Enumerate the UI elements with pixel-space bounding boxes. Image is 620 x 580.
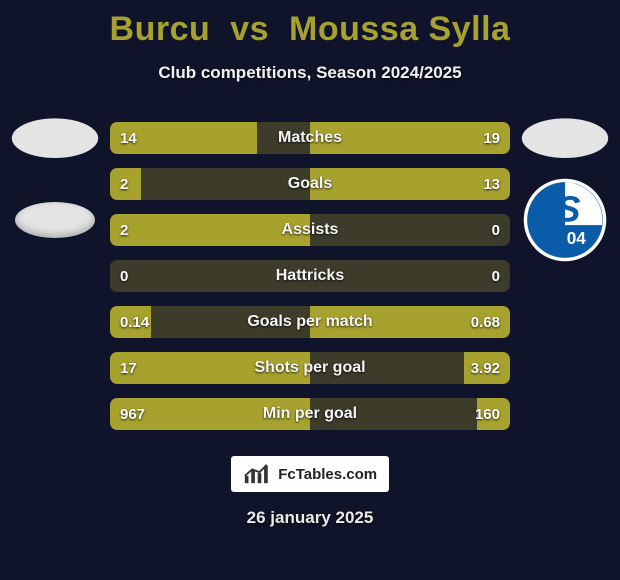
svg-text:04: 04	[567, 228, 587, 248]
stat-label: Assists	[110, 214, 510, 246]
person-icon	[520, 95, 610, 185]
stat-label: Matches	[110, 122, 510, 154]
stat-row: 1419Matches	[110, 122, 510, 154]
date-text: 26 january 2025	[0, 508, 620, 528]
brand-badge: FcTables.com	[231, 456, 389, 492]
player1-name: Burcu	[110, 10, 211, 48]
infographic-stage: Burcu vs Moussa Sylla Club competitions,…	[0, 0, 620, 580]
title-vs: vs	[230, 10, 269, 48]
stat-row: 20Assists	[110, 214, 510, 246]
player2-avatar	[520, 95, 610, 185]
brand-text: FcTables.com	[278, 466, 377, 483]
svg-text:S: S	[556, 189, 580, 230]
stat-label: Hattricks	[110, 260, 510, 292]
stats-rows: 1419Matches 213Goals 20Assists 00Hattricks 0…	[110, 122, 510, 444]
stat-label: Min per goal	[110, 398, 510, 430]
player2-club-badge: S 04	[520, 175, 610, 265]
stat-label: Goals per match	[110, 306, 510, 338]
stat-row: 0.140.68Goals per match	[110, 306, 510, 338]
stat-label: Shots per goal	[110, 352, 510, 384]
player1-club-badge	[10, 175, 100, 265]
stat-row: 967160Min per goal	[110, 398, 510, 430]
stat-row: 213Goals	[110, 168, 510, 200]
barchart-icon	[243, 463, 272, 485]
title: Burcu vs Moussa Sylla	[0, 0, 620, 49]
schalke-icon: S 04	[522, 177, 608, 263]
player1-avatar	[10, 95, 100, 185]
subtitle: Club competitions, Season 2024/2025	[0, 63, 620, 83]
stat-label: Goals	[110, 168, 510, 200]
club-unknown-icon	[15, 202, 95, 238]
stat-row: 173.92Shots per goal	[110, 352, 510, 384]
stat-row: 00Hattricks	[110, 260, 510, 292]
person-icon	[10, 95, 100, 185]
player2-name: Moussa Sylla	[289, 10, 510, 48]
